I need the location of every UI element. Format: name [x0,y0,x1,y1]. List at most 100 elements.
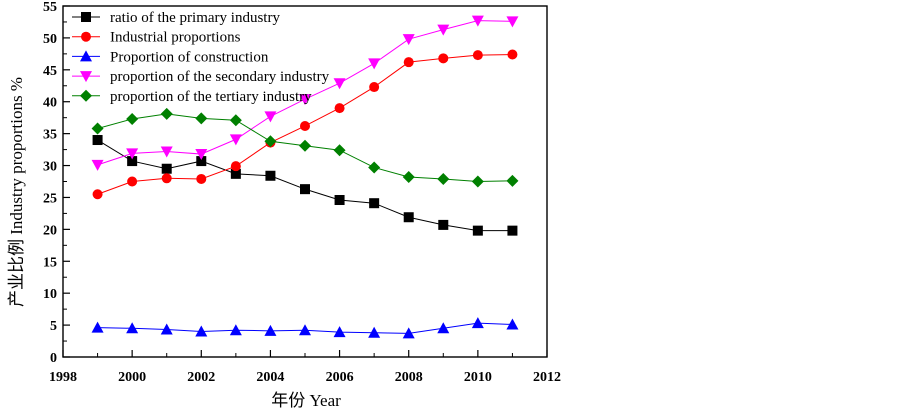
y-tick-label: 0 [50,351,57,366]
data-point-marker [506,174,519,187]
data-point-marker [369,82,380,93]
data-point-marker [333,78,346,90]
data-point-marker [471,15,484,27]
y-tick-label: 45 [43,64,57,79]
data-point-marker [127,156,138,167]
data-point-marker [334,103,345,114]
data-point-marker [471,175,484,188]
data-point-marker [92,135,103,146]
legend-label: proportion of the tertiary industry [110,89,312,105]
data-point-marker [438,53,449,64]
data-point-marker [160,107,173,120]
data-point-marker [127,176,138,187]
data-point-marker [506,318,519,330]
series-group [91,15,519,339]
y-tick-label: 15 [43,255,57,270]
data-point-marker [92,189,103,200]
legend: ratio of the primary industry Industrial … [72,10,330,105]
data-point-marker [437,172,450,185]
series-triangle-up [91,317,519,339]
data-point-marker [196,156,207,167]
y-axis-title: 产业比例 Industry proportions % [7,77,26,307]
data-point-marker [91,321,104,333]
data-point-marker [160,323,173,335]
data-point-marker [160,146,173,158]
data-point-marker [300,184,310,195]
x-tick-label: 1998 [49,370,77,385]
data-point-marker [333,144,346,157]
data-point-marker [437,24,450,36]
data-point-marker [264,135,277,148]
legend-label: proportion of the secondary industry [110,69,330,85]
x-tick-label: 2008 [395,370,423,385]
data-point-marker [299,94,311,106]
x-tick-label: 2010 [464,370,492,385]
data-point-marker [299,139,311,152]
data-point-marker [161,163,172,174]
data-point-marker [230,161,241,172]
x-tick-label: 2000 [118,370,146,385]
data-point-marker [126,322,139,334]
legend-item: Industrial proportions [72,30,241,46]
data-point-marker [437,322,450,334]
data-point-marker [333,326,346,338]
legend-item: ratio of the primary industry [72,10,280,26]
data-point-marker [506,16,519,28]
data-point-marker [229,134,242,146]
data-point-marker [91,159,104,171]
series-circle [92,49,518,200]
series-diamond [91,107,519,188]
data-point-marker [402,34,415,46]
x-tick-label: 2012 [533,370,561,385]
data-point-marker [81,31,91,42]
data-point-marker [195,112,208,125]
data-point-marker [472,50,483,61]
data-point-marker [264,111,277,123]
legend-label: Proportion of construction [110,49,269,65]
data-point-marker [264,324,277,336]
data-point-marker [299,324,311,336]
data-point-marker [80,50,92,62]
y-tick-label: 30 [43,160,57,175]
data-point-marker [368,161,381,174]
data-point-marker [80,89,92,102]
data-point-marker [369,198,380,209]
data-point-marker [195,149,208,161]
x-tick-label: 2006 [326,370,354,385]
data-point-marker [161,173,172,184]
data-point-marker [403,212,414,223]
data-point-marker [403,57,414,68]
y-tick-label: 5 [50,319,57,334]
data-point-marker [368,58,381,70]
data-point-marker [229,324,242,336]
data-point-marker [126,112,139,125]
data-point-marker [126,148,139,160]
data-point-marker [300,120,310,131]
legend-item: proportion of the secondary industry [72,69,330,85]
y-tick-label: 35 [43,128,57,143]
x-tick-label: 2004 [256,370,284,385]
data-point-marker [80,71,92,83]
legend-item: proportion of the tertiary industry [72,89,312,105]
x-tick-label: 2002 [187,370,215,385]
legend-item: Proportion of construction [72,49,269,65]
data-point-marker [195,325,208,337]
data-point-marker [402,327,415,339]
data-point-marker [472,225,483,236]
y-tick-label: 10 [43,287,57,302]
x-axis-title: 年份 Year [271,391,341,410]
legend-label: Industrial proportions [110,30,241,46]
data-point-marker [230,168,241,179]
data-point-marker [91,122,104,135]
data-point-marker [402,171,415,184]
series-triangle-down [91,15,519,171]
data-point-marker [196,173,207,184]
data-point-marker [471,317,484,329]
y-tick-label: 55 [43,0,57,15]
y-tick-label: 50 [43,32,57,47]
y-tick-label: 20 [43,223,57,238]
y-tick-label: 40 [43,96,57,111]
data-point-marker [438,219,449,230]
data-point-marker [334,195,345,206]
